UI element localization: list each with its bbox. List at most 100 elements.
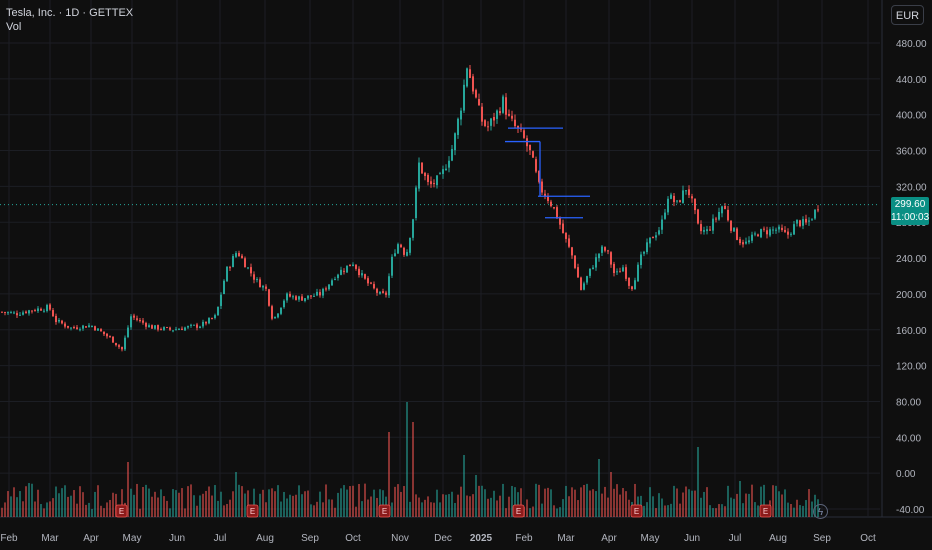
volume-bar xyxy=(661,498,663,517)
candle-body xyxy=(265,286,267,289)
volume-bar xyxy=(586,483,588,517)
candle-body xyxy=(448,160,450,168)
volume-bar xyxy=(733,498,735,517)
volume-bar xyxy=(529,508,531,517)
candle-body xyxy=(406,252,408,256)
candle-body xyxy=(328,284,330,290)
candle-body xyxy=(769,229,771,236)
volume-bar xyxy=(181,488,183,517)
candle-body xyxy=(505,97,507,115)
volume-bar xyxy=(595,491,597,517)
volume-bar xyxy=(259,493,261,517)
candle-body xyxy=(385,292,387,295)
candle-body xyxy=(175,329,177,331)
candle-body xyxy=(604,247,606,251)
candle-body xyxy=(559,217,561,225)
volume-bar xyxy=(415,494,417,517)
candle-body xyxy=(1,311,3,313)
candle-body xyxy=(739,239,741,244)
candle-body xyxy=(7,312,9,314)
volume-bar xyxy=(604,486,606,517)
volume-bar xyxy=(10,496,12,517)
volume-bar xyxy=(652,496,654,517)
candle-body xyxy=(793,224,795,235)
time-tick-label: Feb xyxy=(515,533,533,544)
volume-bar xyxy=(202,493,204,517)
candle-body xyxy=(655,235,657,238)
candle-body xyxy=(535,159,537,172)
volume-bar xyxy=(277,485,279,517)
price-tick-label: 160.00 xyxy=(896,326,927,337)
price-tick-label: 240.00 xyxy=(896,254,927,265)
volume-bar xyxy=(67,496,69,517)
volume-bar xyxy=(505,508,507,517)
candle-body xyxy=(646,242,648,253)
volume-bar xyxy=(547,487,549,517)
candle-body xyxy=(547,196,549,201)
candle-body xyxy=(715,218,717,220)
candle-body xyxy=(673,195,675,203)
candle-body xyxy=(766,230,768,235)
candle-body xyxy=(814,209,816,219)
candle-body xyxy=(196,324,198,328)
price-tick-label: 360.00 xyxy=(896,147,927,158)
candle-body xyxy=(364,274,366,279)
candle-body xyxy=(217,306,219,316)
volume-bar xyxy=(376,497,378,517)
volume-bar xyxy=(319,491,321,517)
candle-body xyxy=(283,300,285,308)
candle-body xyxy=(172,330,174,332)
candle-body xyxy=(427,174,429,182)
volume-bar xyxy=(208,486,210,517)
volume-bar xyxy=(490,497,492,517)
candle-body xyxy=(259,279,261,288)
candle-body xyxy=(751,234,753,241)
volume-bar xyxy=(52,498,54,517)
candle-body xyxy=(376,288,378,293)
volume-bar xyxy=(706,487,708,517)
time-tick-label: Jun xyxy=(169,533,185,544)
volume-bar xyxy=(301,494,303,517)
volume-bar xyxy=(109,499,111,517)
time-tick-label: Jul xyxy=(214,533,227,544)
volume-bar xyxy=(265,502,267,517)
volume-bar xyxy=(736,493,738,517)
candle-body xyxy=(109,336,111,338)
volume-bar xyxy=(364,483,366,517)
volume-bar xyxy=(331,499,333,517)
candle-body xyxy=(415,187,417,219)
volume-bar xyxy=(646,502,648,517)
volume-bar xyxy=(679,503,681,517)
candle-body xyxy=(316,291,318,296)
volume-bar xyxy=(4,502,6,517)
volume-bar xyxy=(802,505,804,517)
volume-bar xyxy=(502,483,504,517)
symbol-title[interactable]: Tesla, Inc. · 1D · GETTEX xyxy=(6,7,134,19)
volume-bar xyxy=(343,485,345,517)
volume-bar xyxy=(673,485,675,517)
candle-body xyxy=(268,289,270,306)
volume-bar xyxy=(289,494,291,517)
currency-button[interactable]: EUR xyxy=(891,5,924,25)
candle-body xyxy=(160,329,162,331)
volume-bar xyxy=(19,491,21,517)
candle-body xyxy=(808,220,810,222)
candle-body xyxy=(748,240,750,243)
candle-body xyxy=(784,229,786,232)
earnings-marker xyxy=(378,504,391,518)
candle-body xyxy=(250,267,252,274)
time-tick-label: Feb xyxy=(0,533,18,544)
volume-bar xyxy=(634,483,636,517)
candle-body xyxy=(157,325,159,330)
volume-bar xyxy=(226,503,228,517)
volume-bar xyxy=(610,472,612,517)
candle-body xyxy=(208,318,210,324)
candle-body xyxy=(493,116,495,121)
volume-bar xyxy=(538,484,540,517)
live-bolt-icon[interactable]: ϟ xyxy=(813,504,828,519)
candle-body xyxy=(661,219,663,230)
volume-bar xyxy=(694,490,696,517)
volume-indicator-label[interactable]: Vol xyxy=(6,21,22,33)
